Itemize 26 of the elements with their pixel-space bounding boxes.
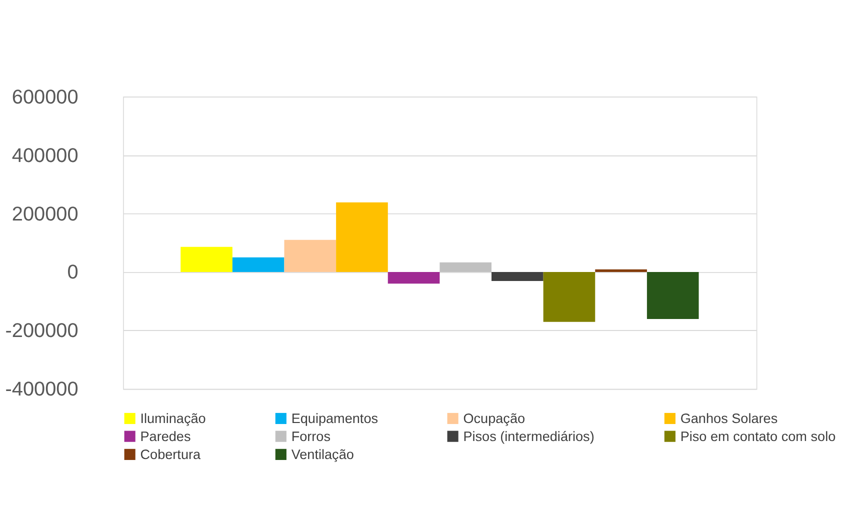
y-tick-label: 400000 <box>12 144 78 167</box>
legend-label: Iluminação <box>140 411 206 426</box>
bar <box>646 272 699 320</box>
bar <box>595 269 647 272</box>
legend-label: Ganhos Solares <box>680 411 778 426</box>
bar <box>388 272 440 284</box>
y-tick-label: 0 <box>67 262 78 284</box>
y-tick-label: 600000 <box>12 86 78 108</box>
bar <box>440 262 492 272</box>
legend-label: Forros <box>291 428 331 444</box>
bar <box>232 257 284 272</box>
bar <box>284 240 336 272</box>
legend-label: Ocupação <box>463 411 526 426</box>
legend-label: Pisos (intermediários) <box>463 428 594 444</box>
legend-label: Paredes <box>140 428 191 444</box>
bar <box>180 246 232 272</box>
legend-label: Ventilação <box>291 446 354 462</box>
bar <box>543 272 596 322</box>
y-tick-label: 200000 <box>12 203 78 226</box>
bar <box>336 202 388 272</box>
legend-label: Cobertura <box>140 446 201 462</box>
legend-label: Piso em contato com solo <box>680 428 836 444</box>
y-tick-label: -400000 <box>5 378 78 401</box>
y-tick-label: -200000 <box>5 320 78 342</box>
legend-label: Equipamentos <box>291 411 378 426</box>
bar <box>492 272 544 282</box>
